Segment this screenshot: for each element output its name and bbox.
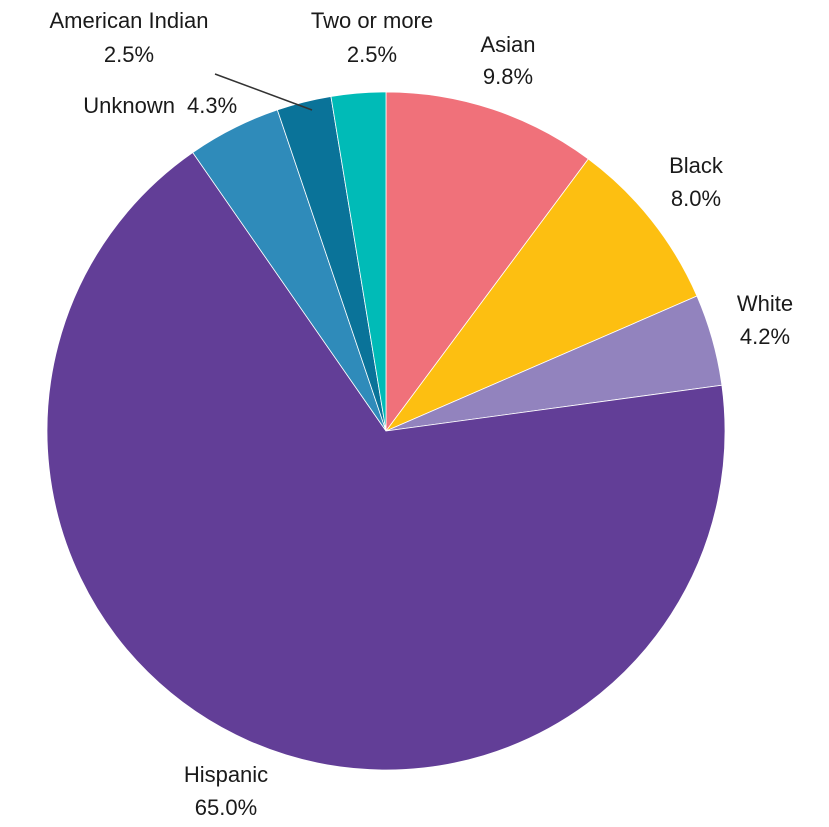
slice-value-unknown: 4.3% — [187, 93, 237, 118]
slice-value-two-or-more: 2.5% — [347, 42, 397, 67]
slice-label-white: White — [737, 291, 793, 316]
slice-label-asian: Asian — [480, 32, 535, 57]
slice-value-black: 8.0% — [671, 186, 721, 211]
american-indian-leader-line — [214, 73, 313, 111]
slice-label-american-indian: American Indian — [50, 8, 209, 33]
slice-asian — [385, 91, 589, 433]
slice-two-or-more — [330, 91, 387, 432]
label-unknown: Unknown 4.3% — [83, 93, 237, 118]
slice-value-asian: 9.8% — [483, 64, 533, 89]
slice-label-hispanic: Hispanic — [184, 762, 268, 787]
slice-label-black: Black — [669, 153, 724, 178]
slice-value-hispanic: 65.0% — [195, 795, 257, 820]
label-asian: Asian 9.8% — [480, 32, 535, 89]
label-two-or-more: Two or more 2.5% — [311, 8, 433, 67]
slice-value-american-indian: 2.5% — [104, 42, 154, 67]
slice-label-unknown: Unknown — [83, 93, 175, 118]
label-american-indian: American Indian 2.5% — [50, 8, 209, 67]
pie-slices — [46, 91, 726, 771]
slice-hispanic — [46, 151, 726, 771]
label-hispanic: Hispanic 65.0% — [184, 762, 268, 820]
slice-black — [384, 158, 698, 432]
label-white: White 4.2% — [737, 291, 793, 349]
slice-value-white: 4.2% — [740, 324, 790, 349]
slice-label-two-or-more: Two or more — [311, 8, 433, 33]
label-black: Black 8.0% — [669, 153, 724, 211]
